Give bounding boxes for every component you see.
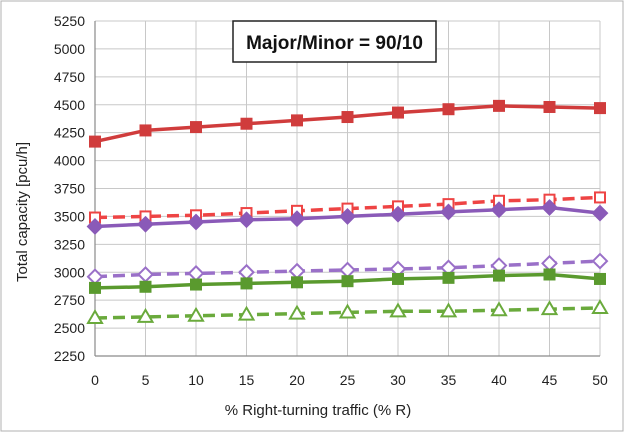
- data-point-marker: [591, 298, 609, 314]
- data-point-marker: [341, 275, 354, 288]
- data-point-marker: [240, 277, 253, 290]
- data-point-marker: [338, 303, 357, 319]
- data-point-marker: [493, 269, 505, 282]
- data-point-marker: [341, 111, 354, 124]
- y-tick-label: 3250: [54, 236, 85, 252]
- data-point-marker: [139, 124, 152, 137]
- x-tick-label: 15: [239, 372, 255, 388]
- y-tick-label: 5250: [54, 13, 85, 29]
- data-point-marker: [288, 304, 306, 320]
- y-tick-label: 4000: [54, 153, 85, 169]
- data-point-marker: [543, 268, 556, 281]
- y-tick-label: 3000: [54, 264, 85, 280]
- data-point-marker: [389, 302, 407, 318]
- data-point-marker: [291, 114, 303, 127]
- data-point-marker: [238, 211, 255, 229]
- data-point-marker: [594, 272, 606, 285]
- y-axis-label: Total capacity [pcu/h]: [14, 142, 31, 282]
- data-point-marker: [490, 301, 508, 317]
- data-point-marker: [291, 276, 303, 289]
- y-tick-label: 3750: [54, 181, 85, 197]
- data-point-marker: [237, 305, 256, 321]
- data-point-marker: [591, 204, 609, 222]
- x-axis-label: % Right-turning traffic (% R): [225, 402, 411, 419]
- data-point-marker: [543, 100, 556, 113]
- data-point-marker: [442, 103, 455, 116]
- data-point-marker: [240, 117, 253, 130]
- x-tick-label: 40: [491, 372, 507, 388]
- data-point-marker: [591, 252, 609, 270]
- data-point-marker: [389, 205, 407, 223]
- data-point-marker: [137, 215, 154, 233]
- x-tick-label: 25: [340, 372, 356, 388]
- data-point-marker: [493, 99, 505, 112]
- data-point-marker: [541, 199, 558, 216]
- x-tick-label: 0: [91, 372, 99, 388]
- data-point-marker: [136, 307, 155, 323]
- y-tick-label: 4750: [54, 69, 85, 85]
- data-point-marker: [392, 272, 404, 285]
- x-tick-label: 45: [542, 372, 558, 388]
- data-point-marker: [86, 218, 104, 235]
- y-tick-label: 2500: [54, 320, 85, 336]
- data-point-marker: [540, 300, 559, 316]
- data-point-marker: [190, 121, 202, 134]
- data-point-marker: [392, 106, 404, 119]
- data-point-marker: [187, 306, 205, 322]
- data-point-marker: [190, 278, 202, 291]
- data-point-marker: [594, 102, 606, 115]
- data-point-marker: [439, 302, 458, 318]
- data-point-marker: [139, 280, 152, 293]
- data-point-marker: [187, 213, 205, 231]
- chart-title-frame: [232, 20, 437, 63]
- data-point-marker: [89, 135, 101, 148]
- data-point-marker: [339, 208, 356, 225]
- x-tick-label: 30: [390, 372, 406, 388]
- y-tick-label: 5000: [54, 41, 85, 57]
- x-tick-label: 50: [592, 372, 608, 388]
- data-point-marker: [442, 271, 455, 284]
- axis-layer: 2250 2500 2750 3000 3250 3500 3750 4000 4250 4500…: [54, 13, 608, 388]
- data-point-marker: [490, 201, 508, 219]
- y-tick-label: 4250: [54, 125, 85, 141]
- chart-title-box: Major/Minor = 90/10: [232, 20, 437, 63]
- data-point-marker: [86, 309, 104, 325]
- x-tick-label: 10: [188, 372, 204, 388]
- data-point-marker: [288, 210, 306, 228]
- y-tick-label: 4500: [54, 97, 85, 113]
- x-tick-label: 35: [441, 372, 457, 388]
- data-point-marker: [89, 281, 101, 294]
- chart-title: Major/Minor = 90/10: [246, 33, 423, 54]
- x-tick-label: 5: [142, 372, 150, 388]
- y-tick-label: 2750: [54, 292, 85, 308]
- x-tick-label: 20: [289, 372, 305, 388]
- data-point-marker: [594, 191, 606, 204]
- series-layer: [86, 99, 609, 325]
- data-point-marker: [440, 203, 457, 221]
- y-tick-label: 3500: [54, 208, 85, 224]
- y-tick-label: 2250: [54, 348, 85, 364]
